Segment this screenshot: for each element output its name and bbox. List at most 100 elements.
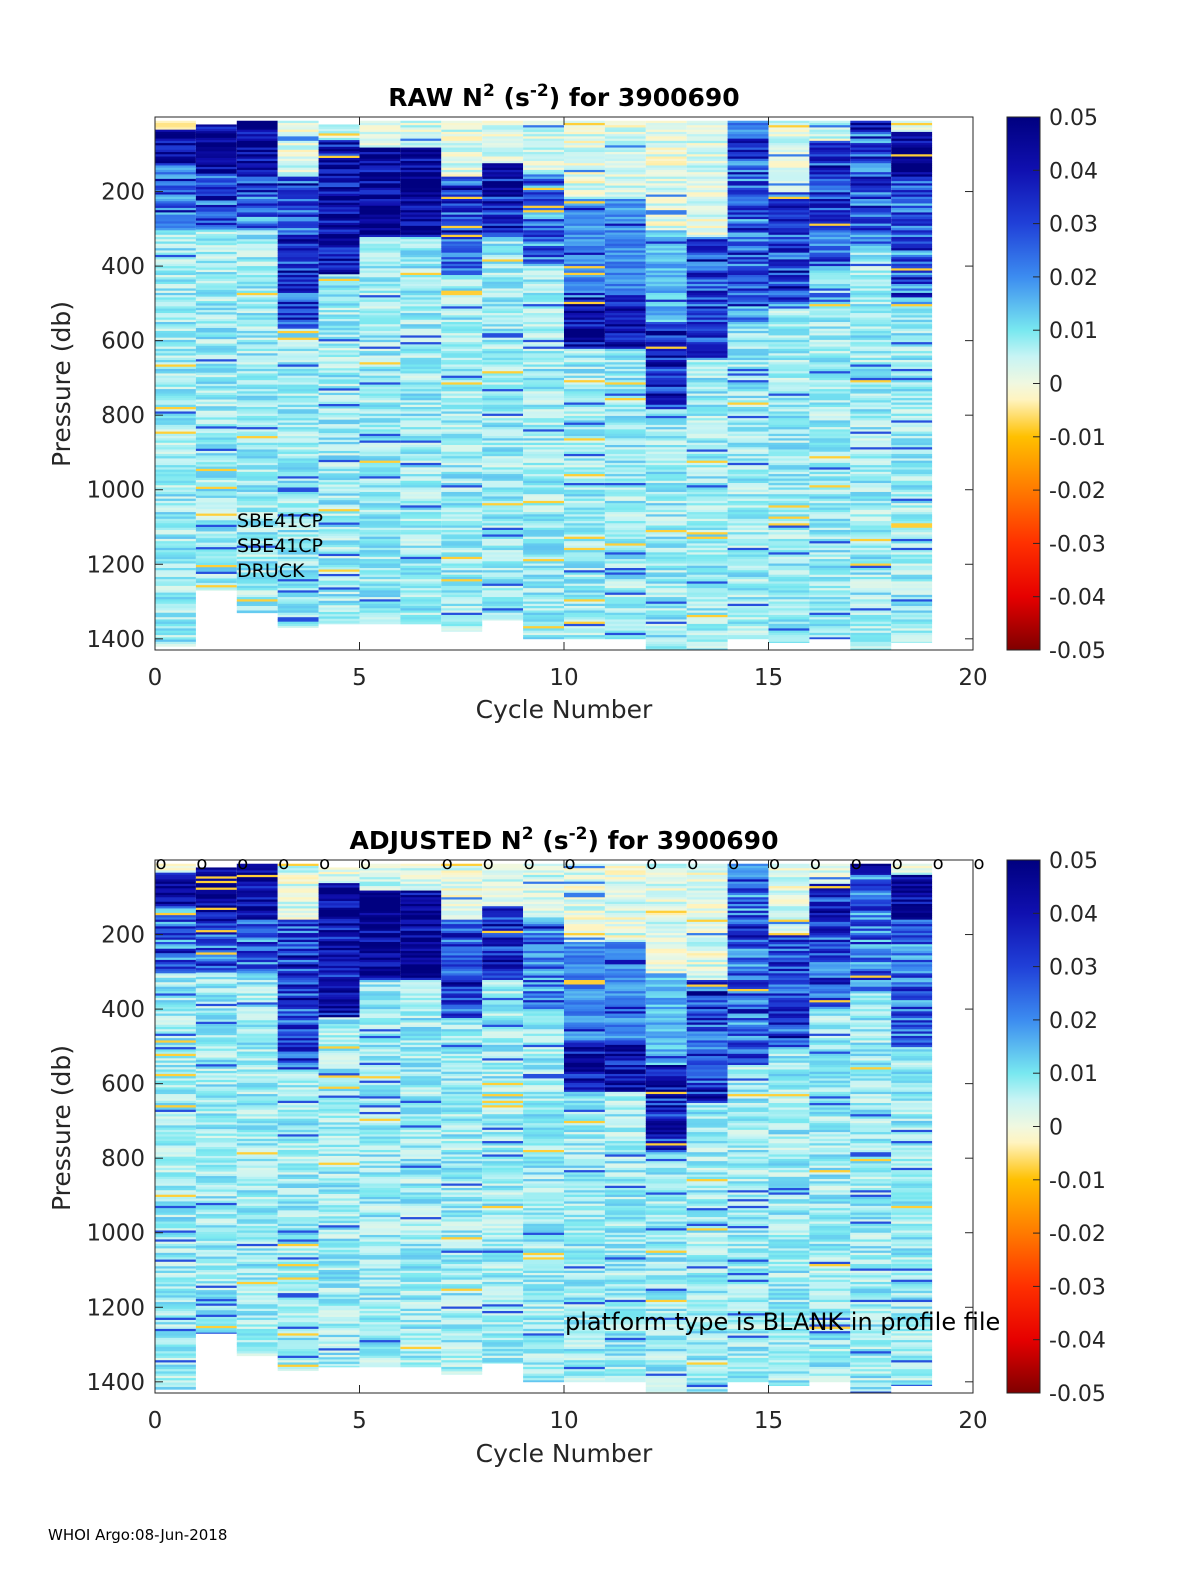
heatmap-cell <box>318 180 360 183</box>
heatmap-cell <box>604 351 646 354</box>
heatmap-cell <box>441 516 483 520</box>
heatmap-cell <box>155 328 196 332</box>
heatmap-cell <box>850 469 892 473</box>
heatmap-cell <box>727 561 769 564</box>
heatmap-cell <box>891 436 933 439</box>
heatmap-cell <box>482 275 524 278</box>
heatmap-cell <box>809 391 851 394</box>
heatmap-cell <box>686 559 728 562</box>
heatmap-cell <box>236 266 278 269</box>
heatmap-cell <box>604 288 646 292</box>
heatmap-cell <box>277 250 319 254</box>
heatmap-cell <box>564 460 605 464</box>
heatmap-cell <box>155 169 196 173</box>
heatmap-cell <box>400 480 442 484</box>
heatmap-cell <box>850 216 892 220</box>
heatmap-cell <box>155 129 196 133</box>
heatmap-cell <box>809 335 851 339</box>
heatmap-cell <box>236 601 278 605</box>
heatmap-cell <box>645 447 687 450</box>
heatmap-cell <box>155 1205 196 1209</box>
heatmap-cell <box>359 424 401 428</box>
heatmap-cell <box>768 606 810 609</box>
heatmap-cell <box>359 147 401 151</box>
heatmap-cell <box>850 594 892 598</box>
heatmap-cell <box>155 1033 196 1037</box>
heatmap-cell <box>277 496 319 500</box>
heatmap-cell <box>768 163 810 166</box>
heatmap-cell <box>727 453 769 457</box>
heatmap-cell <box>482 185 524 189</box>
heatmap-cell <box>850 413 892 417</box>
heatmap-cell <box>686 230 728 233</box>
heatmap-cell <box>604 366 646 370</box>
heatmap-cell <box>155 1264 196 1267</box>
heatmap-cell <box>155 351 196 354</box>
heatmap-cell <box>318 558 360 561</box>
heatmap-cell <box>891 261 933 265</box>
heatmap-cell <box>236 248 278 251</box>
heatmap-cell <box>359 442 401 446</box>
heatmap-cell <box>195 126 237 130</box>
heatmap-cell <box>482 310 524 314</box>
heatmap-cell <box>155 919 196 923</box>
heatmap-cell <box>155 1156 196 1160</box>
heatmap-cell <box>686 165 728 169</box>
heatmap-cell <box>155 1293 196 1296</box>
heatmap-cell <box>645 382 687 386</box>
heatmap-cell <box>809 449 851 453</box>
heatmap-cell <box>482 344 524 347</box>
heatmap-cell <box>604 547 646 551</box>
heatmap-cell <box>768 207 810 211</box>
heatmap-cell <box>523 212 564 216</box>
heatmap-cell <box>441 228 483 231</box>
heatmap-cell <box>236 232 278 236</box>
heatmap-cell <box>604 207 646 211</box>
heatmap-cell <box>768 241 810 245</box>
heatmap-cell <box>277 471 319 475</box>
heatmap-cell <box>318 471 360 474</box>
heatmap-cell <box>277 389 319 392</box>
heatmap-cell <box>441 237 483 240</box>
heatmap-cell <box>604 315 646 318</box>
heatmap-cell <box>277 357 319 361</box>
heatmap-cell <box>236 534 278 538</box>
heatmap-cell <box>604 185 646 189</box>
heatmap-cell <box>891 319 933 323</box>
heatmap-cell <box>523 559 564 562</box>
heatmap-cell <box>441 505 483 509</box>
heatmap-cell <box>809 342 851 345</box>
heatmap-cell <box>441 498 483 502</box>
heatmap-cell <box>768 214 810 218</box>
heatmap-cell <box>318 618 360 622</box>
heatmap-cell <box>727 360 769 363</box>
adjusted-heatmap-cells <box>155 863 933 1393</box>
heatmap-cell <box>441 263 483 267</box>
heatmap-cell <box>891 362 933 365</box>
heatmap-cell <box>686 140 728 144</box>
heatmap-cell <box>850 259 892 263</box>
heatmap-cell <box>686 330 728 334</box>
heatmap-cell <box>850 610 892 614</box>
heatmap-cell <box>727 608 769 611</box>
heatmap-cell <box>482 261 524 265</box>
heatmap-cell <box>604 626 646 629</box>
heatmap-cell <box>236 136 278 140</box>
heatmap-cell <box>441 554 483 558</box>
heatmap-cell <box>155 594 196 598</box>
heatmap-cell <box>400 460 442 464</box>
heatmap-cell <box>686 254 728 258</box>
heatmap-cell <box>645 310 687 314</box>
heatmap-cell <box>891 259 933 263</box>
heatmap-cell <box>727 270 769 274</box>
heatmap-cell <box>564 250 605 254</box>
heatmap-cell <box>277 281 319 285</box>
heatmap-cell <box>155 1351 196 1354</box>
heatmap-cell <box>604 250 646 254</box>
heatmap-cell <box>564 234 605 238</box>
heatmap-cell <box>604 413 646 417</box>
heatmap-cell <box>155 1371 196 1375</box>
heatmap-cell <box>318 473 360 476</box>
heatmap-cell <box>686 518 728 522</box>
heatmap-cell <box>195 562 237 566</box>
